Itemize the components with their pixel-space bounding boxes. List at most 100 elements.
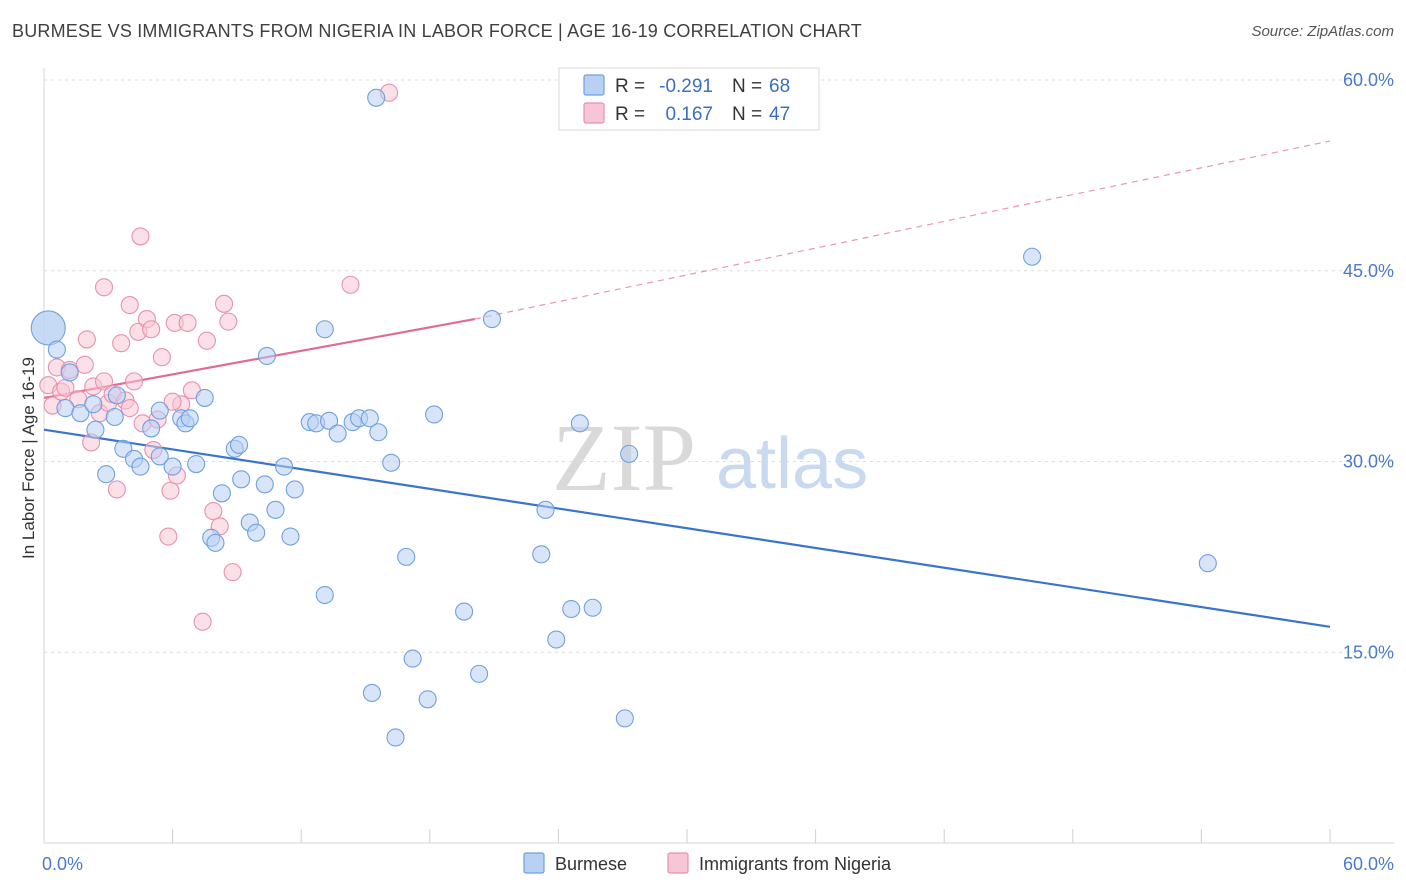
point-nigeria-46 bbox=[163, 392, 182, 411]
point-burmese-15 bbox=[150, 401, 169, 420]
point-burmese-16 bbox=[163, 457, 182, 476]
point-burmese-33 bbox=[275, 457, 294, 476]
x-tick-label-min: 0.0% bbox=[42, 854, 83, 874]
point-burmese-49 bbox=[386, 728, 405, 747]
point-burmese-30 bbox=[255, 475, 274, 494]
point-burmese-29 bbox=[247, 523, 266, 542]
point-burmese-6 bbox=[86, 420, 105, 439]
point-nigeria-43 bbox=[223, 563, 242, 582]
point-burmese-64 bbox=[620, 444, 639, 463]
point-burmese-0 bbox=[30, 310, 66, 346]
point-burmese-5 bbox=[84, 395, 103, 414]
point-nigeria-41 bbox=[214, 294, 234, 313]
point-burmese-63 bbox=[615, 709, 634, 728]
point-burmese-35 bbox=[285, 480, 304, 499]
axes bbox=[43, 68, 1394, 844]
y-axis-title: In Labor Force | Age 16-19 bbox=[19, 357, 38, 559]
point-burmese-56 bbox=[482, 310, 502, 329]
legend-n-value-burmese: 68 bbox=[769, 76, 790, 97]
x-tick-label-max: 60.0% bbox=[1343, 854, 1394, 874]
point-nigeria-16 bbox=[107, 480, 126, 499]
point-burmese-38 bbox=[315, 585, 334, 605]
point-nigeria-39 bbox=[204, 502, 223, 521]
point-burmese-9 bbox=[97, 465, 116, 484]
point-nigeria-37 bbox=[193, 612, 212, 631]
point-nigeria-42 bbox=[219, 312, 238, 331]
legend-n-value-nigeria: 47 bbox=[769, 104, 790, 125]
gridlines bbox=[44, 79, 1394, 653]
point-burmese-55 bbox=[470, 664, 489, 683]
point-burmese-66 bbox=[1198, 554, 1217, 573]
legend-r-label-nigeria: R = bbox=[615, 104, 645, 125]
point-burmese-46 bbox=[362, 683, 381, 702]
point-nigeria-20 bbox=[120, 296, 139, 315]
watermark: ZIP atlas bbox=[552, 404, 868, 511]
legend-swatch-nigeria bbox=[583, 102, 605, 124]
point-nigeria-31 bbox=[161, 481, 180, 500]
point-burmese-57 bbox=[532, 545, 551, 564]
point-burmese-24 bbox=[212, 484, 231, 503]
point-burmese-41 bbox=[328, 424, 347, 443]
point-burmese-53 bbox=[425, 405, 444, 424]
point-burmese-1 bbox=[47, 340, 66, 359]
trend-line-burmese bbox=[43, 428, 1331, 628]
point-burmese-13 bbox=[142, 419, 161, 438]
point-burmese-21 bbox=[195, 388, 214, 407]
point-nigeria-13 bbox=[94, 278, 114, 297]
y-tick-label-15: 15.0% bbox=[1343, 642, 1394, 662]
chart-title: BURMESE VS IMMIGRANTS FROM NIGERIA IN LA… bbox=[12, 21, 862, 41]
point-burmese-44 bbox=[360, 409, 379, 428]
point-burmese-7 bbox=[107, 386, 126, 405]
point-burmese-45 bbox=[369, 423, 388, 442]
x-ticks bbox=[172, 829, 1331, 843]
legend-swatch-burmese bbox=[583, 74, 605, 96]
bottom-legend-label-nigeria: Immigrants from Nigeria bbox=[699, 854, 892, 874]
legend-r-value-nigeria: 0.167 bbox=[665, 104, 713, 125]
point-burmese-14 bbox=[150, 447, 169, 466]
watermark-atlas: atlas bbox=[716, 424, 868, 504]
point-nigeria-8 bbox=[77, 330, 96, 349]
point-burmese-58 bbox=[536, 500, 555, 519]
point-nigeria-23 bbox=[131, 227, 150, 246]
point-burmese-47 bbox=[367, 88, 386, 107]
point-burmese-27 bbox=[232, 470, 251, 489]
point-burmese-4 bbox=[71, 404, 90, 423]
source-credit: Source: ZipAtlas.com bbox=[1251, 23, 1394, 40]
point-burmese-52 bbox=[418, 690, 437, 709]
point-burmese-32 bbox=[266, 500, 285, 519]
point-burmese-40 bbox=[320, 411, 339, 430]
point-nigeria-30 bbox=[159, 527, 178, 546]
point-burmese-3 bbox=[56, 399, 75, 418]
point-burmese-31 bbox=[257, 346, 276, 366]
point-nigeria-17 bbox=[112, 334, 131, 353]
legend-stats: R = -0.291 N = 68 R = 0.167 N = 47 bbox=[558, 67, 820, 131]
bottom-legend-label-burmese: Burmese bbox=[555, 854, 627, 874]
legend-r-value-burmese: -0.291 bbox=[659, 76, 713, 97]
point-burmese-20 bbox=[187, 454, 206, 474]
legend-n-label-nigeria: N = bbox=[732, 104, 762, 125]
bottom-legend-swatch-burmese bbox=[523, 852, 545, 874]
point-burmese-50 bbox=[397, 547, 416, 566]
bottom-legend-swatch-nigeria bbox=[667, 852, 689, 874]
point-nigeria-19 bbox=[120, 399, 139, 418]
point-burmese-59 bbox=[547, 630, 566, 649]
point-burmese-54 bbox=[455, 602, 474, 621]
point-burmese-62 bbox=[583, 598, 602, 617]
legend-n-label-burmese: N = bbox=[732, 76, 762, 97]
point-nigeria-35 bbox=[178, 313, 197, 332]
point-nigeria-44 bbox=[341, 275, 360, 294]
point-burmese-61 bbox=[570, 414, 589, 433]
point-nigeria-7 bbox=[75, 355, 94, 374]
legend-series: Burmese Immigrants from Nigeria bbox=[523, 852, 892, 874]
point-nigeria-12 bbox=[94, 372, 114, 391]
point-burmese-19 bbox=[180, 409, 199, 428]
data-points bbox=[30, 83, 1217, 747]
point-burmese-26 bbox=[229, 435, 249, 455]
point-nigeria-26 bbox=[142, 320, 161, 339]
point-nigeria-29 bbox=[152, 348, 171, 367]
trend-line-extension-nigeria bbox=[474, 140, 1331, 320]
y-tick-label-30: 30.0% bbox=[1343, 452, 1394, 472]
point-burmese-51 bbox=[403, 649, 422, 668]
point-nigeria-38 bbox=[197, 331, 216, 350]
